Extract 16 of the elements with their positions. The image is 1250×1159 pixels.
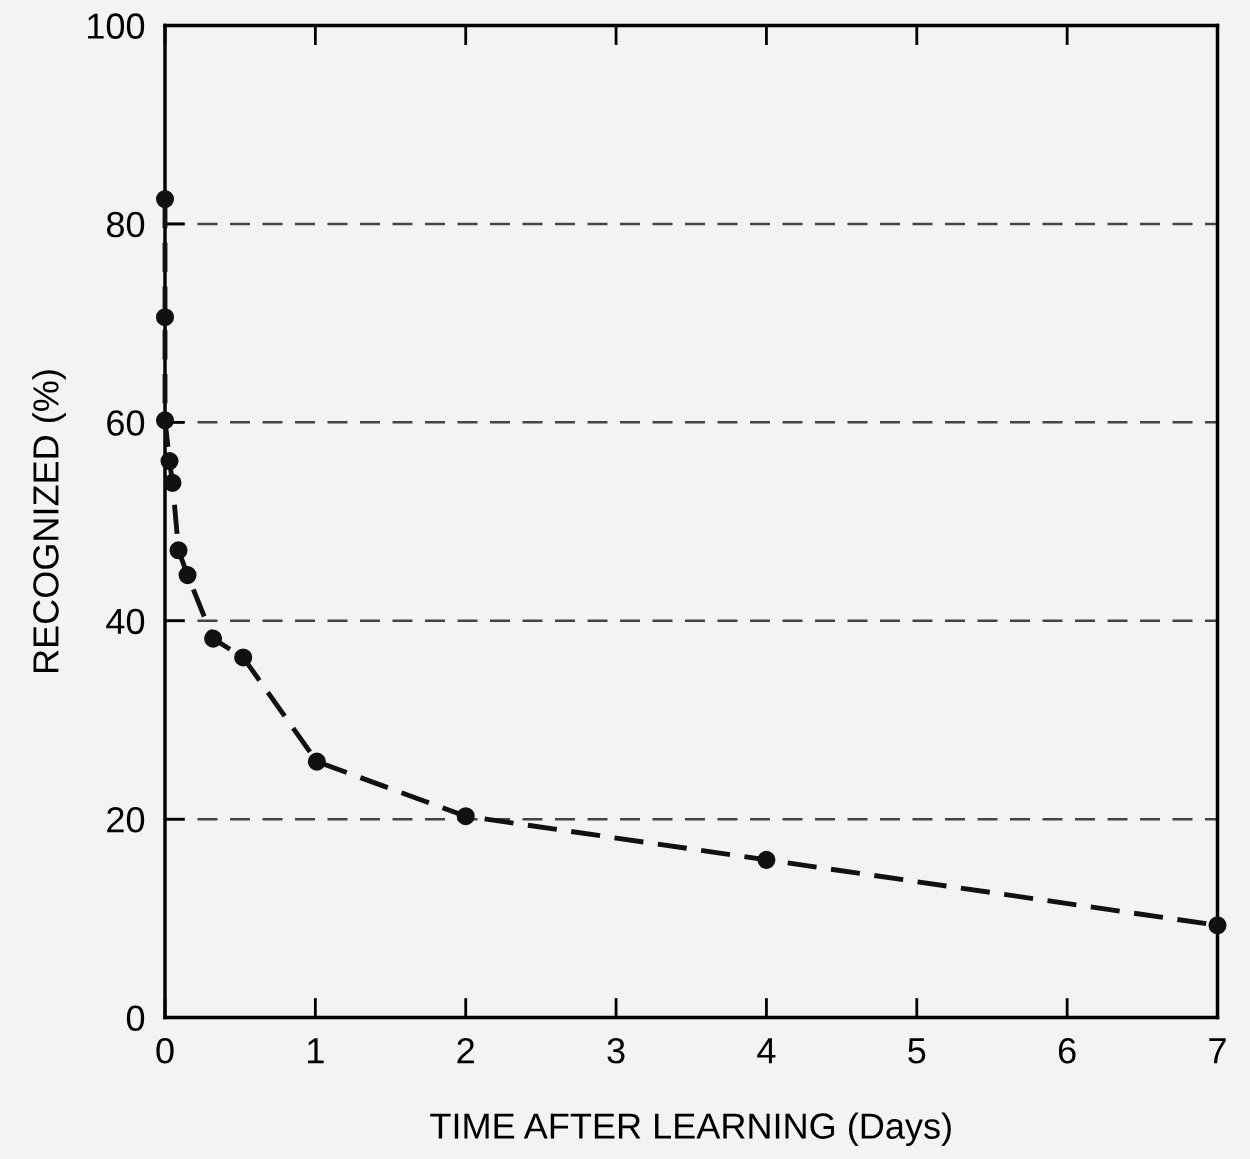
y-axis-title: RECOGNIZED (%): [32, 370, 66, 673]
x-tick-label: 1: [308, 1038, 324, 1064]
x-tick-label: 2: [457, 1038, 474, 1064]
x-tick-label: 3: [607, 1038, 625, 1064]
y-tick-label: 80: [106, 211, 145, 238]
y-tick-label: 100: [88, 13, 145, 39]
y-tick-label: 0: [126, 1005, 145, 1032]
y-tick-label: 20: [107, 807, 145, 833]
x-tick-label: 5: [908, 1038, 926, 1064]
x-tick-label: 4: [757, 1038, 776, 1064]
y-tick-label: 40: [106, 608, 145, 635]
y-tick-label: 60: [107, 410, 145, 436]
x-axis-title: TIME AFTER LEARNING (Days): [430, 1112, 951, 1147]
x-tick-label: 0: [156, 1038, 174, 1064]
x-tick-label: 7: [1209, 1038, 1226, 1064]
x-tick-label: 6: [1058, 1038, 1076, 1064]
